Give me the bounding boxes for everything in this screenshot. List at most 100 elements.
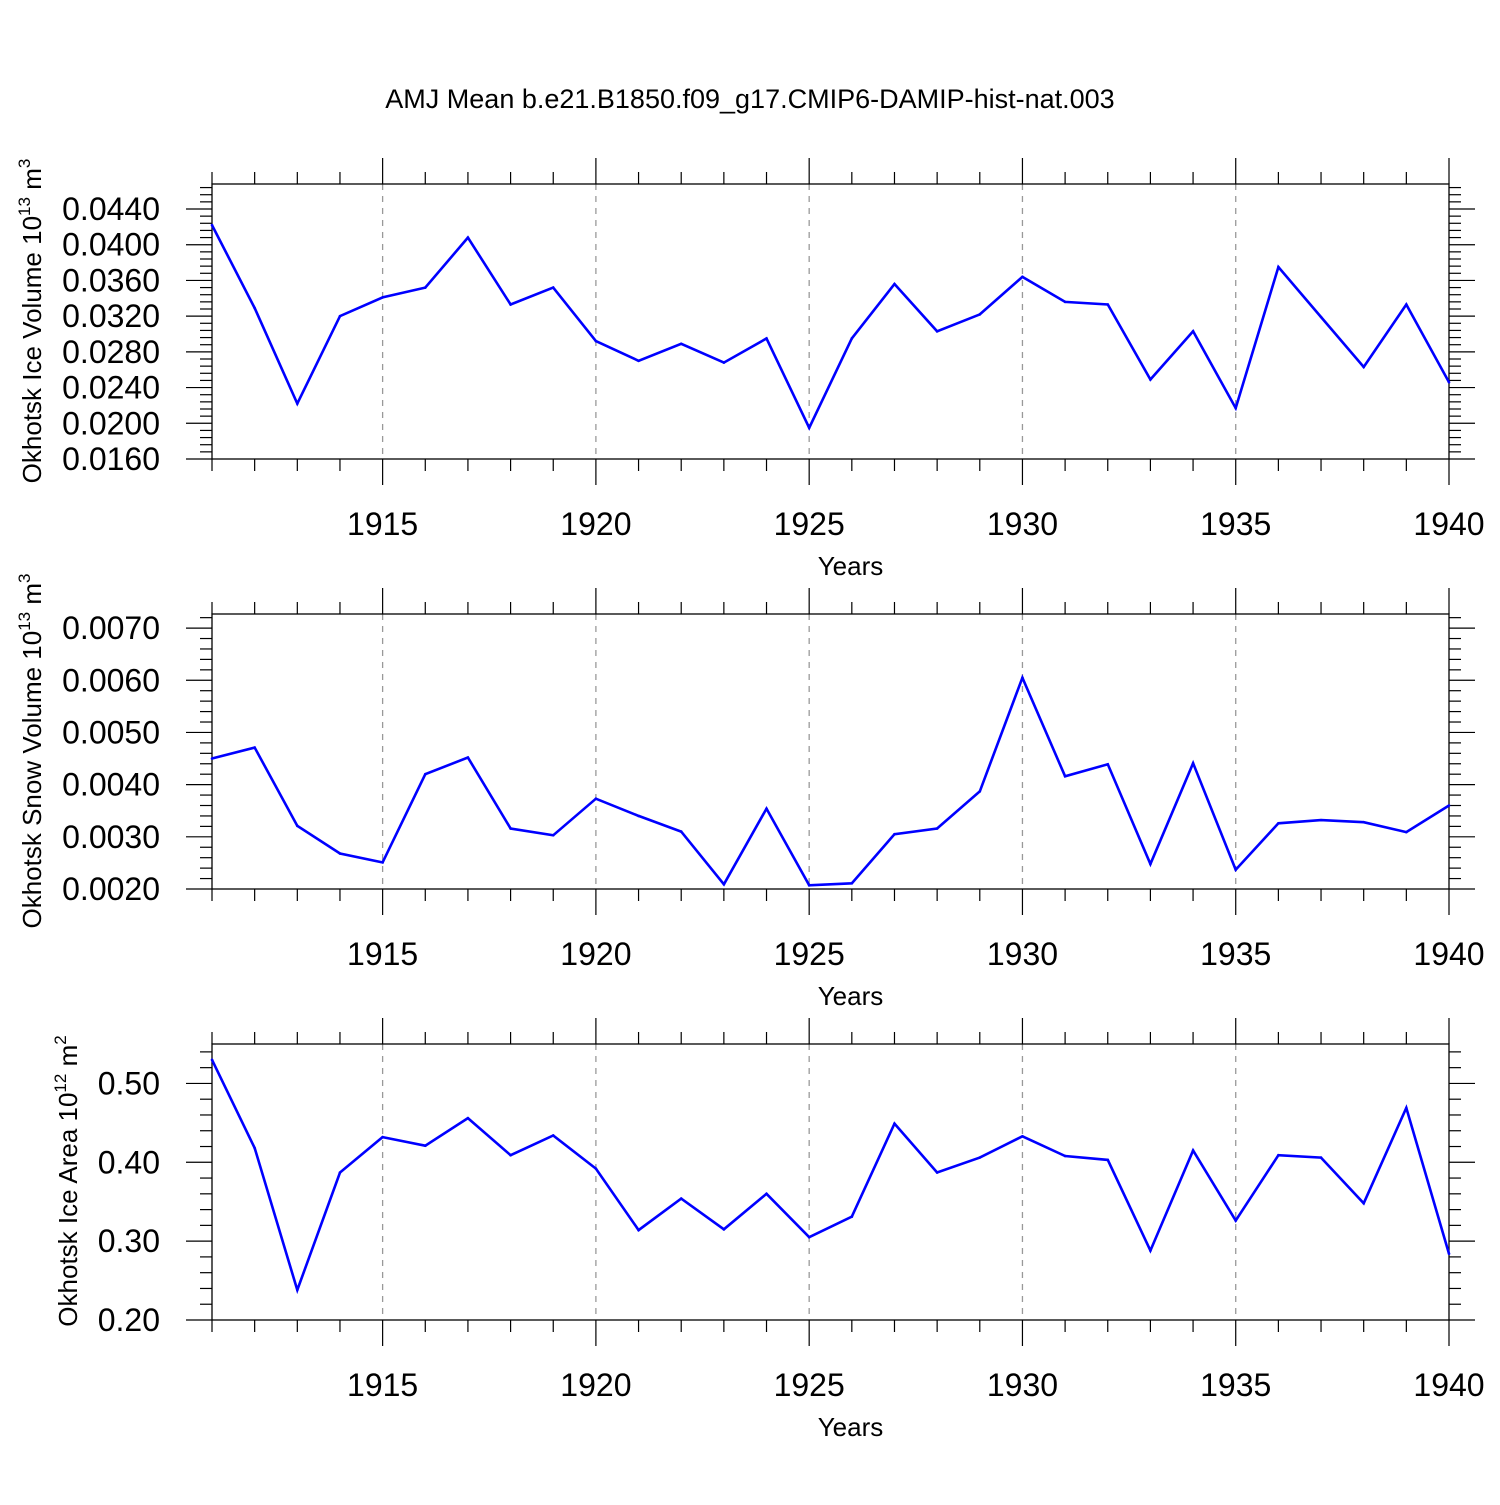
y-axis-title: Okhotsk Ice Area 1012 m2 xyxy=(51,1035,83,1326)
data-point xyxy=(1063,774,1067,778)
data-point xyxy=(1447,804,1451,807)
data-point xyxy=(381,1135,384,1139)
y-tick-label: 0.30 xyxy=(98,1223,160,1259)
data-point xyxy=(1021,1134,1024,1138)
data-point xyxy=(466,236,470,239)
data-point xyxy=(296,1288,299,1292)
data-point xyxy=(253,746,256,749)
y-tick-label: 0.50 xyxy=(98,1065,160,1101)
data-point xyxy=(1277,265,1280,269)
data-point xyxy=(296,402,299,405)
data-point xyxy=(296,824,299,828)
x-axis-title: Years xyxy=(818,981,884,1011)
y-tick-label: 0.0240 xyxy=(62,370,160,406)
data-point xyxy=(850,881,854,885)
data-point xyxy=(1319,818,1323,822)
data-point xyxy=(1063,1154,1067,1158)
data-point xyxy=(637,814,640,818)
y-tick-label: 0.0020 xyxy=(62,871,160,907)
x-tick-label: 1935 xyxy=(1200,1367,1271,1403)
x-tick-label: 1915 xyxy=(347,1367,418,1403)
data-point xyxy=(935,330,939,333)
data-point xyxy=(893,282,896,286)
chart-panel-1: 0.01600.02000.02400.02800.03200.03600.04… xyxy=(15,158,1485,581)
data-point xyxy=(551,833,555,837)
data-point xyxy=(850,1215,854,1218)
data-point xyxy=(1234,868,1238,871)
data-point xyxy=(850,337,854,340)
y-tick-label: 0.0050 xyxy=(62,714,160,750)
y-tick-label: 0.40 xyxy=(98,1144,160,1180)
data-point xyxy=(765,1192,768,1196)
data-point xyxy=(551,286,555,289)
y-tick-label: 0.0400 xyxy=(62,227,160,263)
plot-frame xyxy=(211,1043,1450,1321)
data-point xyxy=(1277,1153,1280,1157)
data-point xyxy=(807,884,811,887)
plot-frame xyxy=(211,183,1450,460)
data-point xyxy=(594,1167,598,1170)
data-point xyxy=(423,772,427,776)
data-point xyxy=(423,1144,427,1148)
data-point xyxy=(509,303,512,306)
data-point xyxy=(1447,380,1451,384)
data-point xyxy=(935,1171,939,1174)
data-point xyxy=(1234,406,1238,410)
data-point xyxy=(807,426,811,430)
y-tick-label: 0.0200 xyxy=(62,405,160,441)
data-point xyxy=(765,807,768,810)
chart-panel-2: 0.0020 0.0030 0.0040 0.0050 0.0060 0.0070 1915… xyxy=(15,574,1485,1012)
y-tick-label: 0.0030 xyxy=(62,819,160,855)
x-axis-title: Years xyxy=(818,1412,884,1442)
y-tick-label: 0.0440 xyxy=(62,191,160,227)
y-tick-label: 0.0060 xyxy=(62,662,160,698)
data-point xyxy=(210,757,214,760)
y-tick-label: 0.0280 xyxy=(62,334,160,370)
data-point xyxy=(1191,761,1195,765)
data-point xyxy=(893,832,896,836)
x-tick-label: 1925 xyxy=(774,506,845,542)
data-point xyxy=(509,827,512,830)
x-tick-label: 1930 xyxy=(987,506,1058,542)
x-tick-label: 1920 xyxy=(560,506,631,542)
x-tick-label: 1920 xyxy=(560,936,631,972)
y-axis-title: Okhotsk Ice Volume 1013 m3 xyxy=(15,159,47,484)
data-point xyxy=(1405,303,1408,306)
data-point xyxy=(1319,1156,1323,1159)
data-point xyxy=(1149,378,1152,381)
data-point xyxy=(679,342,683,346)
y-tick-label: 0.0320 xyxy=(62,298,160,334)
data-point xyxy=(1021,275,1024,279)
data-point xyxy=(637,359,640,363)
data-point xyxy=(338,852,342,855)
x-tick-label: 1930 xyxy=(987,936,1058,972)
chart-panel-3: 0.20 0.30 0.40 0.50 1915 1920 1925 1930 1935 1940… xyxy=(51,1018,1485,1442)
series-line xyxy=(210,224,1451,431)
data-point xyxy=(594,797,598,801)
data-point xyxy=(253,306,256,310)
data-point xyxy=(807,1235,811,1239)
x-tick-label: 1940 xyxy=(1413,506,1484,542)
y-axis-title: Okhotsk Snow Volume 1013 m3 xyxy=(15,574,47,929)
plot-frame xyxy=(211,613,1450,890)
data-point xyxy=(1277,821,1280,825)
data-point xyxy=(1106,303,1110,306)
x-tick-label: 1940 xyxy=(1413,1367,1484,1403)
x-tick-label: 1935 xyxy=(1200,936,1271,972)
x-tick-label: 1925 xyxy=(774,936,845,972)
data-point xyxy=(210,1058,214,1062)
data-point xyxy=(1149,862,1152,866)
x-tick-label: 1915 xyxy=(347,506,418,542)
data-point xyxy=(509,1153,512,1157)
data-point xyxy=(679,830,683,833)
data-point xyxy=(1191,330,1195,333)
data-point xyxy=(722,361,726,364)
data-point xyxy=(1234,1219,1238,1222)
data-point xyxy=(1149,1249,1152,1252)
data-point xyxy=(423,286,427,289)
x-tick-label: 1940 xyxy=(1413,936,1484,972)
data-point xyxy=(722,883,726,886)
x-tick-label: 1915 xyxy=(347,936,418,972)
